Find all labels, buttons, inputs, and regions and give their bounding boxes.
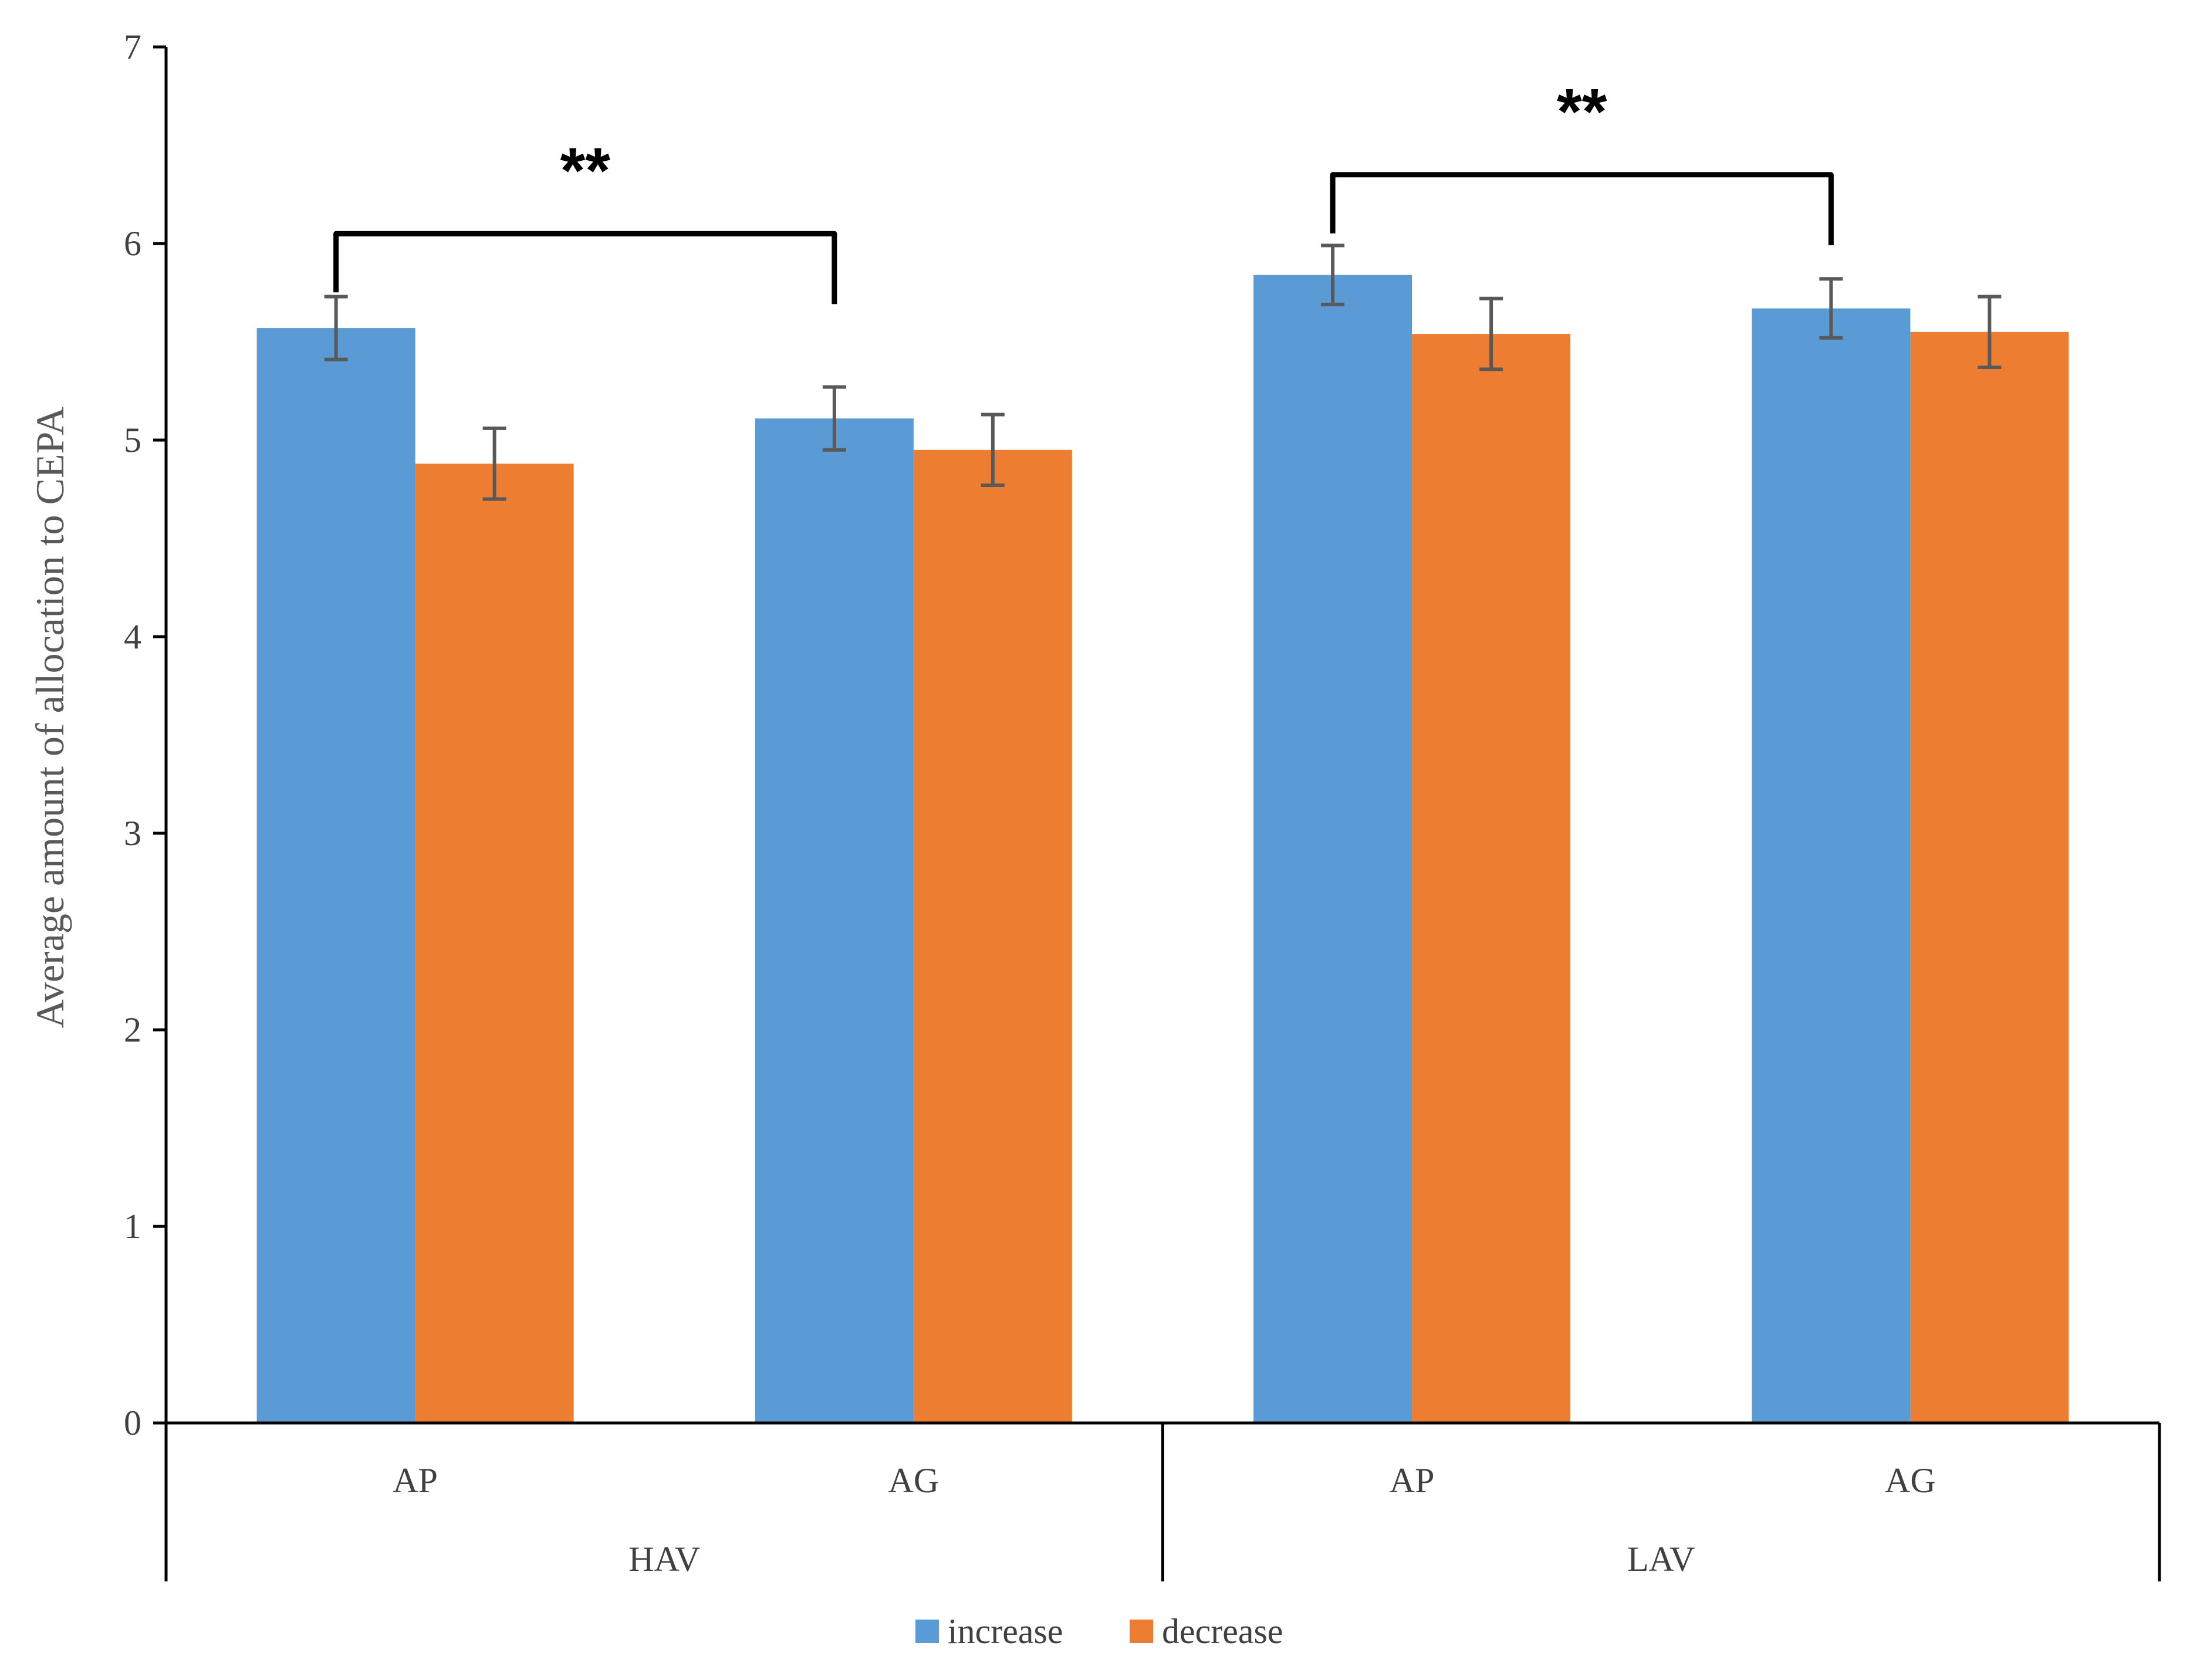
bar-increase-1 (755, 418, 914, 1423)
bars (256, 275, 2069, 1424)
significance-bracket (1330, 172, 1834, 245)
y-tick-label: 2 (124, 1010, 141, 1049)
bar-increase-3 (1752, 308, 1911, 1423)
legend-label-increase: increase (948, 1612, 1063, 1651)
error-bars (324, 244, 2002, 501)
bar-decrease-2 (1412, 334, 1571, 1423)
bar-decrease-3 (1910, 332, 2069, 1423)
x-category-label: AP (393, 1461, 438, 1500)
y-tick-label: 6 (124, 224, 141, 263)
x-category-label: AG (888, 1461, 939, 1500)
y-axis: 0 1 2 3 4 5 6 7 (124, 28, 168, 1442)
legend-label-decrease: decrease (1162, 1612, 1283, 1651)
bar-decrease-0 (415, 464, 574, 1424)
significance-label: ** (560, 134, 610, 207)
legend-swatch-decrease (1130, 1620, 1153, 1643)
legend: increase decrease (915, 1612, 1283, 1651)
y-tick-label: 7 (124, 28, 141, 66)
significance-label: ** (1557, 76, 1607, 148)
y-axis-title: Average amount of allocation to CEPA (28, 407, 72, 1028)
bar-decrease-1 (913, 449, 1072, 1423)
x-category-label: AP (1390, 1461, 1435, 1500)
y-tick-label: 4 (124, 617, 141, 656)
x-group-label: LAV (1627, 1540, 1695, 1578)
bar-increase-2 (1253, 275, 1412, 1424)
significance-bracket (333, 231, 837, 305)
y-tick-label: 1 (124, 1207, 141, 1246)
y-tick-label: 5 (124, 421, 141, 459)
significance-brackets: ** ** (333, 76, 1834, 305)
legend-swatch-increase (915, 1620, 939, 1643)
y-tick-label: 0 (124, 1404, 141, 1442)
bar-increase-0 (256, 328, 415, 1423)
x-category-label: AG (1885, 1461, 1936, 1500)
x-axis: AP AG HAV AP AG LAV (164, 1421, 2161, 1581)
x-group-label: HAV (628, 1540, 700, 1578)
y-tick-label: 3 (124, 814, 141, 853)
